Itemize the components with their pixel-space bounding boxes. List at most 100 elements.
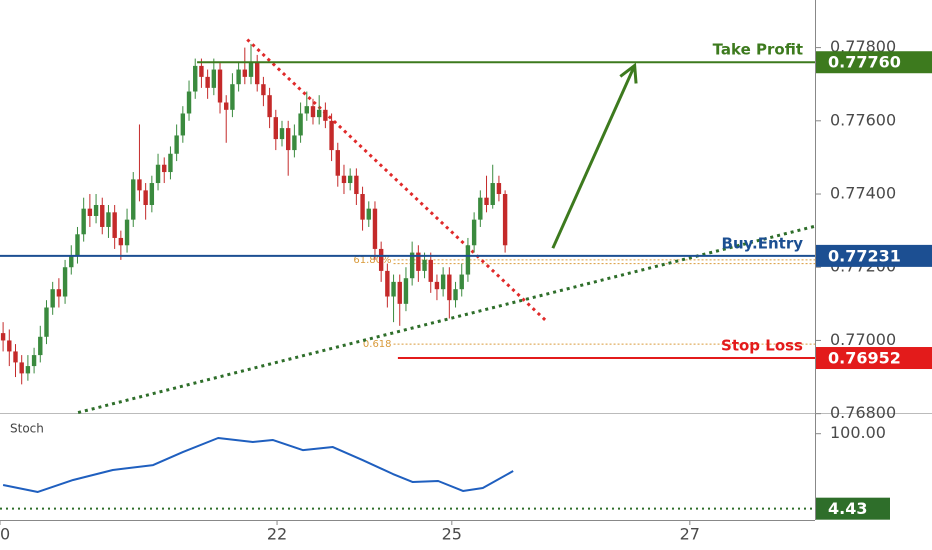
candle-body — [137, 179, 142, 191]
candle-body — [440, 274, 446, 290]
candle-body — [261, 84, 266, 96]
candle-body — [397, 281, 402, 304]
candle-body — [310, 106, 316, 118]
candle-body — [50, 289, 55, 308]
candle-body — [304, 106, 309, 114]
candle-body — [174, 135, 179, 154]
arrow-head — [619, 62, 638, 84]
candle-body — [478, 197, 483, 220]
candle-body — [211, 69, 217, 88]
candle-body — [81, 208, 86, 235]
candle-body — [56, 289, 62, 297]
candle-body — [428, 259, 433, 282]
candle-body — [471, 219, 477, 246]
candle-body — [378, 248, 384, 271]
candle-body — [199, 65, 204, 77]
candle-body — [341, 175, 347, 184]
candle-body — [323, 109, 328, 121]
candle-body — [366, 208, 371, 220]
candle-body — [465, 245, 471, 275]
candle-body — [112, 212, 117, 238]
candle-body — [409, 252, 415, 279]
x-tick-label: 27 — [680, 525, 700, 544]
candle-body — [255, 62, 260, 85]
candle-body — [372, 208, 378, 249]
y-tick-label: 0.77400 — [830, 184, 896, 203]
candle-body — [416, 252, 421, 271]
trend-line — [246, 38, 549, 324]
candle-body — [193, 65, 198, 92]
stoch-line — [2, 437, 514, 493]
candle-body — [502, 194, 508, 246]
candle-body — [143, 190, 148, 205]
candle-body — [106, 212, 111, 227]
candle-body — [242, 69, 248, 77]
candle-body — [38, 336, 43, 356]
candle-body — [459, 274, 464, 290]
candle-body — [335, 150, 340, 176]
price-box — [816, 497, 890, 520]
candle-body — [329, 120, 334, 151]
candle-body — [354, 175, 359, 195]
candle-body — [0, 333, 6, 341]
x-tick-label: 22 — [267, 525, 287, 544]
candle-body — [131, 179, 136, 220]
candle-body — [298, 113, 303, 136]
candle-body — [403, 278, 409, 304]
candle-body — [149, 183, 155, 205]
candle-body — [285, 128, 291, 151]
candle-body — [267, 95, 272, 118]
candle-body — [347, 175, 353, 184]
price-box-label: 0.76952 — [828, 349, 901, 368]
candle-body — [205, 76, 210, 88]
price-box — [816, 244, 932, 267]
candle-body — [69, 256, 74, 268]
x-tick-label: 20 — [0, 525, 10, 544]
candle-body — [7, 340, 12, 352]
candle-body — [422, 259, 427, 271]
candle-body — [360, 194, 365, 220]
candle-body — [168, 153, 173, 173]
candle-body — [25, 366, 31, 374]
candle-body — [31, 355, 37, 367]
level-name: Buy.Entry — [722, 234, 804, 252]
y-tick-label: 0.77000 — [830, 330, 896, 349]
fib-label: 61.80% — [353, 255, 391, 266]
candle-body — [124, 219, 130, 246]
level-name: Stop Loss — [721, 337, 803, 355]
y-tick-label: 100.00 — [830, 423, 886, 442]
price-box-label: 4.43 — [828, 499, 867, 518]
trend-line — [77, 224, 816, 415]
candle-body — [100, 205, 105, 227]
candle-body — [19, 362, 24, 374]
candle-body — [93, 205, 99, 216]
candle-body — [434, 281, 440, 290]
candle-body — [484, 197, 489, 205]
candle-body — [224, 102, 229, 110]
candle-body — [230, 84, 235, 110]
candle-body — [385, 270, 390, 297]
candle-body — [316, 109, 322, 118]
price-box-label: 0.77231 — [828, 246, 901, 265]
candle-body — [217, 69, 223, 103]
candle-body — [62, 267, 68, 297]
candle-body — [44, 307, 49, 337]
candle-body — [180, 113, 186, 136]
candle-body — [292, 135, 297, 151]
candle-body — [13, 351, 18, 363]
candle-body — [273, 117, 278, 140]
candle-body — [186, 91, 192, 114]
candle-body — [496, 183, 502, 195]
arrow-shaft — [551, 64, 637, 249]
candle-body — [490, 183, 495, 205]
candle-body — [279, 128, 285, 140]
y-tick-label: 0.77600 — [830, 110, 896, 129]
y-tick-label: 0.76800 — [830, 403, 896, 422]
candle-body — [155, 164, 161, 184]
x-tick-label: 25 — [442, 525, 462, 544]
indicator-title: Stoch — [10, 422, 44, 436]
price-box-label: 0.77760 — [828, 53, 901, 72]
candle-body — [118, 237, 124, 246]
